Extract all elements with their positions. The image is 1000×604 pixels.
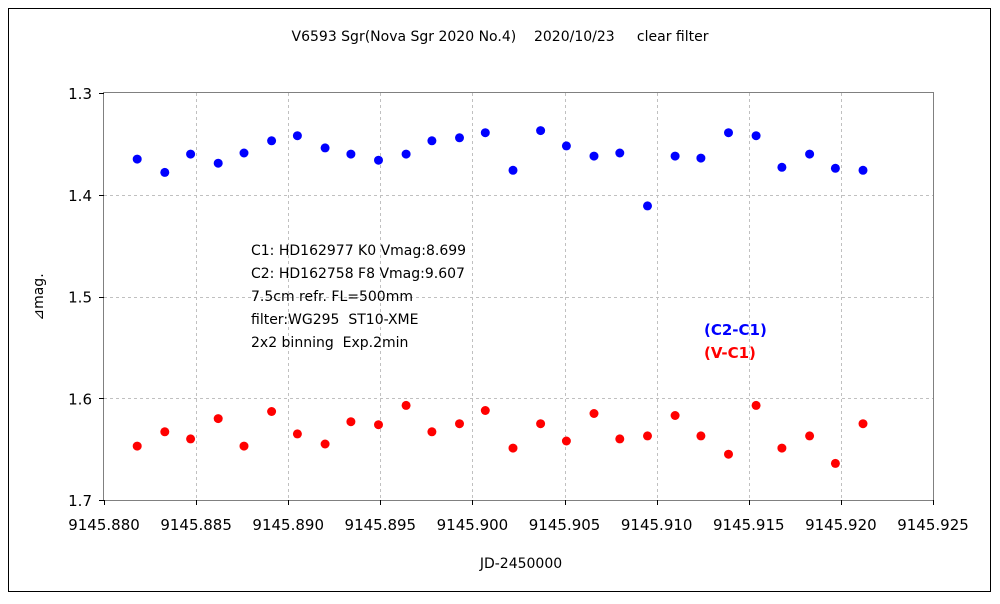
annotation-c2: C2: HD162758 F8 Vmag:9.607	[251, 266, 465, 282]
data-point-v-c1	[267, 407, 277, 416]
data-point-v-c1	[160, 427, 170, 437]
data-point-c2-c1	[213, 158, 223, 168]
annotation-filter: filter:WG295 ST10-XME	[251, 312, 418, 328]
data-point-v-c1	[777, 443, 787, 453]
data-point-c2-c1	[508, 165, 518, 175]
data-point-c2-c1	[589, 151, 599, 161]
data-point-c2-c1	[374, 155, 383, 165]
data-point-c2-c1	[751, 131, 761, 141]
data-point-v-c1	[132, 441, 142, 451]
y-axis-label: ⊿mag.	[31, 273, 47, 320]
data-point-v-c1	[346, 417, 356, 427]
annotation-telescope: 7.5cm refr. FL=500mm	[251, 289, 413, 305]
data-point-c2-c1	[643, 201, 652, 211]
legend-c2-c1: (C2-C1)	[704, 321, 767, 339]
data-point-c2-c1	[561, 141, 571, 151]
y-tick-label: 1.5	[68, 289, 92, 307]
data-point-c2-c1	[346, 149, 356, 159]
data-point-c2-c1	[805, 149, 815, 159]
data-point-c2-c1	[267, 136, 277, 146]
data-point-v-c1	[751, 400, 761, 410]
data-point-v-c1	[805, 431, 815, 441]
data-point-c2-c1	[455, 133, 464, 143]
data-point-c2-c1	[696, 153, 706, 163]
data-point-v-c1	[239, 441, 249, 451]
data-point-c2-c1	[830, 163, 840, 173]
outer-frame	[8, 8, 991, 592]
data-point-v-c1	[427, 427, 437, 437]
x-tick-label: 9145.900	[437, 516, 509, 534]
data-point-v-c1	[480, 406, 490, 415]
data-point-v-c1	[643, 431, 652, 441]
data-point-v-c1	[724, 449, 733, 459]
data-point-v-c1	[670, 411, 680, 420]
data-point-v-c1	[213, 414, 223, 424]
x-tick-label: 9145.885	[160, 516, 232, 534]
annotation-c1: C1: HD162977 K0 Vmag:8.699	[251, 243, 466, 259]
y-tick-label: 1.7	[68, 492, 92, 510]
x-tick-label: 9145.905	[529, 516, 601, 534]
data-point-v-c1	[374, 420, 383, 430]
data-point-c2-c1	[427, 136, 437, 146]
data-point-c2-c1	[239, 148, 249, 158]
y-tick-label: 1.6	[68, 390, 92, 408]
chart-title: V6593 Sgr(Nova Sgr 2020 No.4) 2020/10/23…	[292, 29, 709, 45]
data-point-v-c1	[186, 434, 196, 444]
data-point-v-c1	[292, 429, 302, 439]
data-point-v-c1	[615, 434, 625, 444]
annotation-box: C1: HD162977 K0 Vmag:8.699 C2: HD162758 …	[251, 243, 466, 351]
data-point-v-c1	[589, 409, 599, 418]
legend-v-c1: (V-C1)	[704, 344, 756, 362]
data-point-c2-c1	[536, 126, 546, 136]
x-tick-label: 9145.925	[897, 516, 969, 534]
y-tick-label: 1.3	[68, 85, 92, 103]
data-point-v-c1	[508, 443, 518, 453]
data-point-v-c1	[561, 436, 571, 446]
data-point-v-c1	[696, 431, 706, 441]
data-point-v-c1	[830, 458, 840, 468]
x-tick-label: 9145.915	[713, 516, 785, 534]
data-point-c2-c1	[777, 162, 787, 172]
data-point-v-c1	[536, 419, 546, 429]
data-point-c2-c1	[401, 149, 411, 159]
x-tick-label: 9145.880	[68, 516, 140, 534]
annotation-binning: 2x2 binning Exp.2min	[251, 335, 408, 351]
data-point-c2-c1	[670, 151, 680, 161]
x-tick-label: 9145.895	[345, 516, 417, 534]
data-point-v-c1	[401, 400, 411, 410]
data-point-c2-c1	[320, 143, 330, 153]
points-layer	[132, 126, 868, 468]
data-point-c2-c1	[132, 154, 142, 164]
series-v-c1	[132, 400, 868, 468]
data-point-c2-c1	[292, 131, 302, 141]
x-tick-label: 9145.910	[621, 516, 693, 534]
data-point-c2-c1	[480, 128, 490, 138]
series-c2-c1	[132, 126, 868, 211]
x-axis-label: JD-2450000	[479, 556, 562, 572]
data-point-c2-c1	[160, 167, 170, 177]
data-point-c2-c1	[186, 149, 196, 159]
x-tick-label: 9145.890	[252, 516, 324, 534]
tick-layer: 9145.880 9145.885 9145.890 9145.895 9145.900…	[68, 85, 969, 534]
x-tick-label: 9145.920	[805, 516, 877, 534]
data-point-v-c1	[320, 439, 330, 449]
plot-area	[103, 92, 934, 501]
data-point-c2-c1	[615, 148, 625, 158]
data-point-c2-c1	[724, 128, 733, 138]
data-point-c2-c1	[858, 165, 868, 175]
y-tick-label: 1.4	[68, 187, 92, 205]
legend: (C2-C1) (V-C1)	[704, 321, 767, 362]
data-point-v-c1	[455, 419, 464, 429]
data-point-v-c1	[858, 419, 868, 429]
